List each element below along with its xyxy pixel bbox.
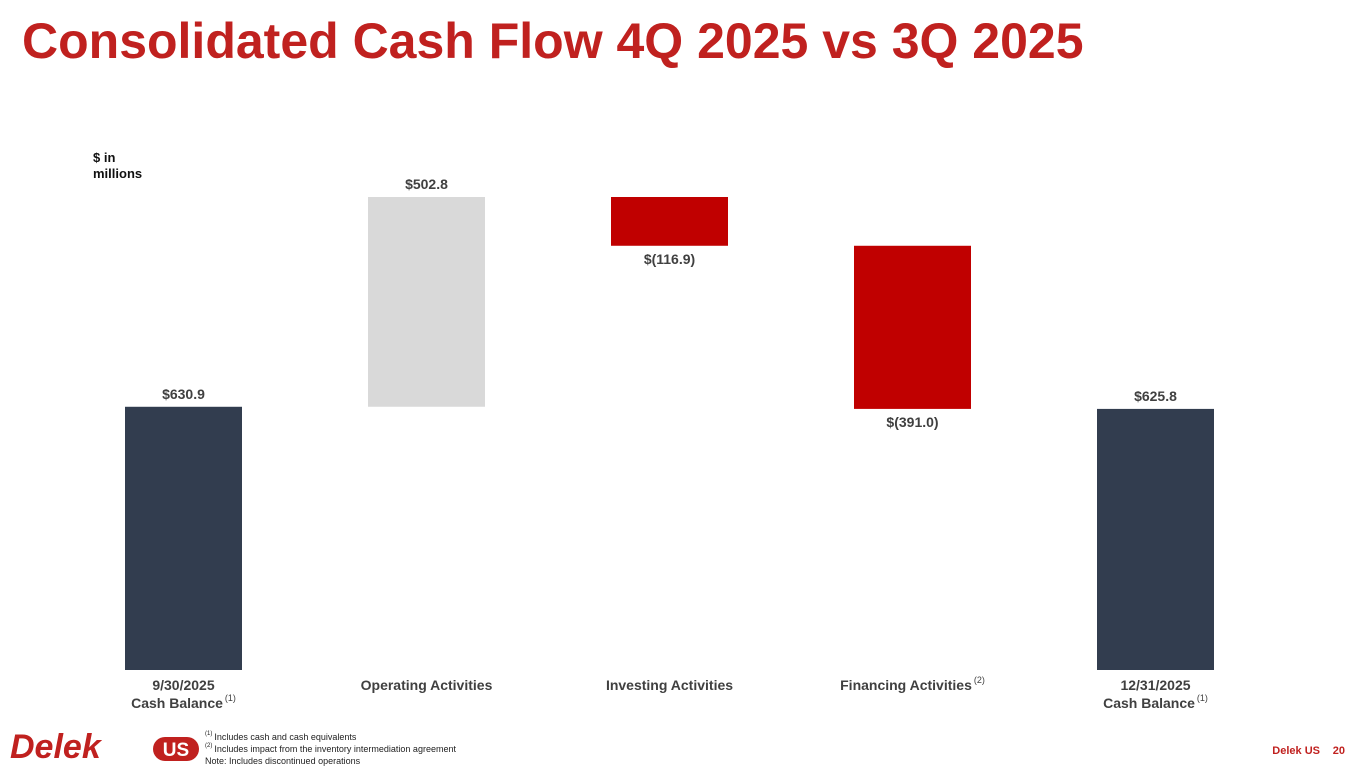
x-tick-label-note: (2) bbox=[973, 675, 985, 685]
x-tick-label-line: 12/31/2025 bbox=[1046, 676, 1266, 694]
value-label: $625.8 bbox=[1134, 388, 1177, 404]
footnote: Note: Includes discontinued operations bbox=[205, 755, 360, 767]
unit-label: $ in millions bbox=[93, 150, 143, 181]
x-tick-label-line: 9/30/2025 bbox=[74, 676, 294, 694]
bar bbox=[854, 245, 971, 409]
value-label: $502.8 bbox=[405, 176, 448, 192]
x-tick-label-line: Financing Activities (2) bbox=[803, 676, 1023, 694]
footnote-text: Includes impact from the inventory inter… bbox=[214, 744, 456, 754]
bar bbox=[368, 197, 485, 407]
footnote-mark: (1) bbox=[205, 731, 213, 737]
x-tick-label-text: 12/31/2025 bbox=[1120, 677, 1191, 693]
logo-badge bbox=[153, 737, 199, 761]
footnote-mark: (2) bbox=[205, 743, 213, 749]
x-tick-label-line: Operating Activities bbox=[317, 676, 537, 694]
footnote: (2) Includes impact from the inventory in… bbox=[205, 743, 456, 755]
footer-company: Delek US bbox=[1272, 745, 1320, 757]
x-tick-label-note: (1) bbox=[1196, 693, 1208, 703]
bar bbox=[1097, 408, 1214, 670]
logo-badge-text: US bbox=[163, 740, 189, 761]
x-tick-label-note: (1) bbox=[224, 693, 236, 703]
x-tick-label-line: Cash Balance (1) bbox=[1046, 694, 1266, 712]
bar bbox=[125, 406, 242, 670]
x-tick-label-text: Investing Activities bbox=[605, 677, 734, 693]
x-tick-label: 12/31/2025 Cash Balance (1) bbox=[1046, 676, 1266, 712]
x-tick-label: Financing Activities (2) bbox=[803, 676, 1023, 694]
x-tick-label-text: Financing Activities bbox=[840, 677, 972, 693]
x-tick-label-text: Operating Activities bbox=[360, 677, 493, 693]
chart-title: Consolidated Cash Flow 4Q 2025 vs 3Q 202… bbox=[22, 13, 1084, 69]
x-tick-label-line: Cash Balance (1) bbox=[74, 694, 294, 712]
value-label: $(391.0) bbox=[886, 414, 938, 430]
bar bbox=[611, 197, 728, 246]
footnote-text: Includes cash and cash equivalents bbox=[214, 732, 357, 742]
x-tick-label-text: Cash Balance bbox=[1103, 695, 1195, 711]
x-tick-label-line: Investing Activities bbox=[560, 676, 780, 694]
footnote-text: Note: Includes discontinued operations bbox=[205, 756, 361, 766]
logo-text: Delek bbox=[10, 728, 103, 766]
footer-page: 20 bbox=[1333, 745, 1345, 757]
value-label: $630.9 bbox=[162, 386, 205, 402]
x-tick-label: Investing Activities bbox=[560, 676, 780, 694]
x-tick-label: Operating Activities bbox=[317, 676, 537, 694]
value-label: $(116.9) bbox=[644, 251, 695, 267]
x-tick-label-text: 9/30/2025 bbox=[152, 677, 215, 693]
x-tick-label: 9/30/2025 Cash Balance (1) bbox=[74, 676, 294, 712]
footnote: (1) Includes cash and cash equivalents bbox=[205, 731, 356, 743]
x-tick-label-text: Cash Balance bbox=[131, 695, 223, 711]
